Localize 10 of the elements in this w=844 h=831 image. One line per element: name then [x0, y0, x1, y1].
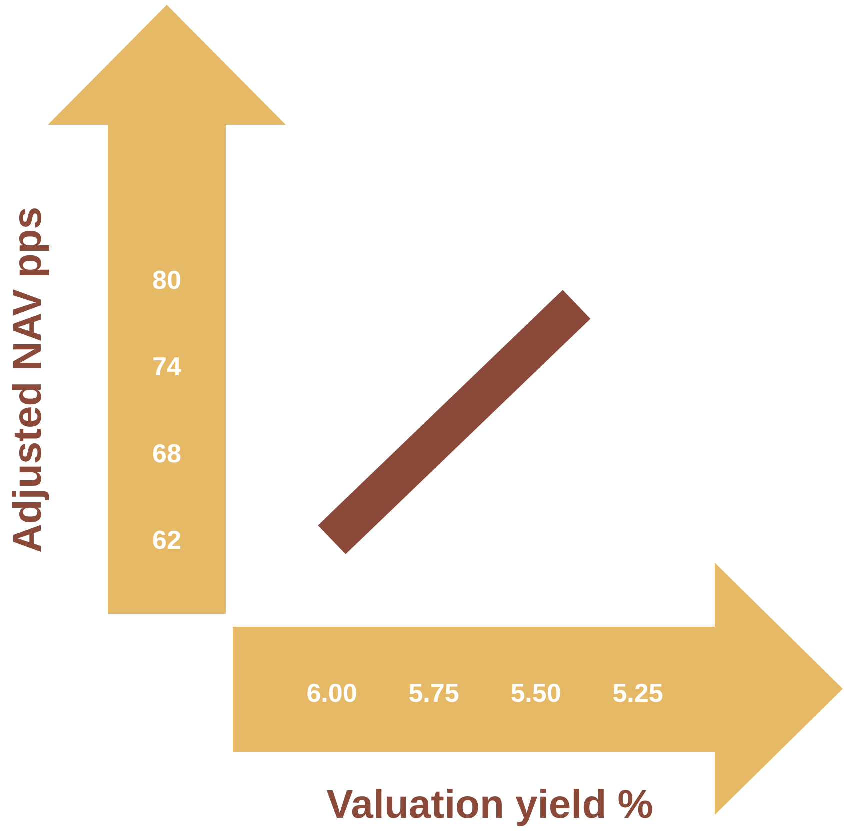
x-tick-label: 5.50	[510, 678, 562, 708]
y-tick-label: 62	[152, 525, 182, 555]
y-tick-label: 68	[152, 438, 182, 468]
x-tick-label: 5.25	[612, 678, 664, 708]
y-tick-label: 80	[152, 265, 182, 295]
x-axis-title: Valuation yield %	[326, 783, 654, 827]
x-tick-label: 6.00	[306, 678, 358, 708]
y-tick-label: 74	[152, 352, 182, 382]
x-tick-label: 5.75	[408, 678, 460, 708]
y-axis-title: Adjusted NAV pps	[6, 207, 50, 553]
